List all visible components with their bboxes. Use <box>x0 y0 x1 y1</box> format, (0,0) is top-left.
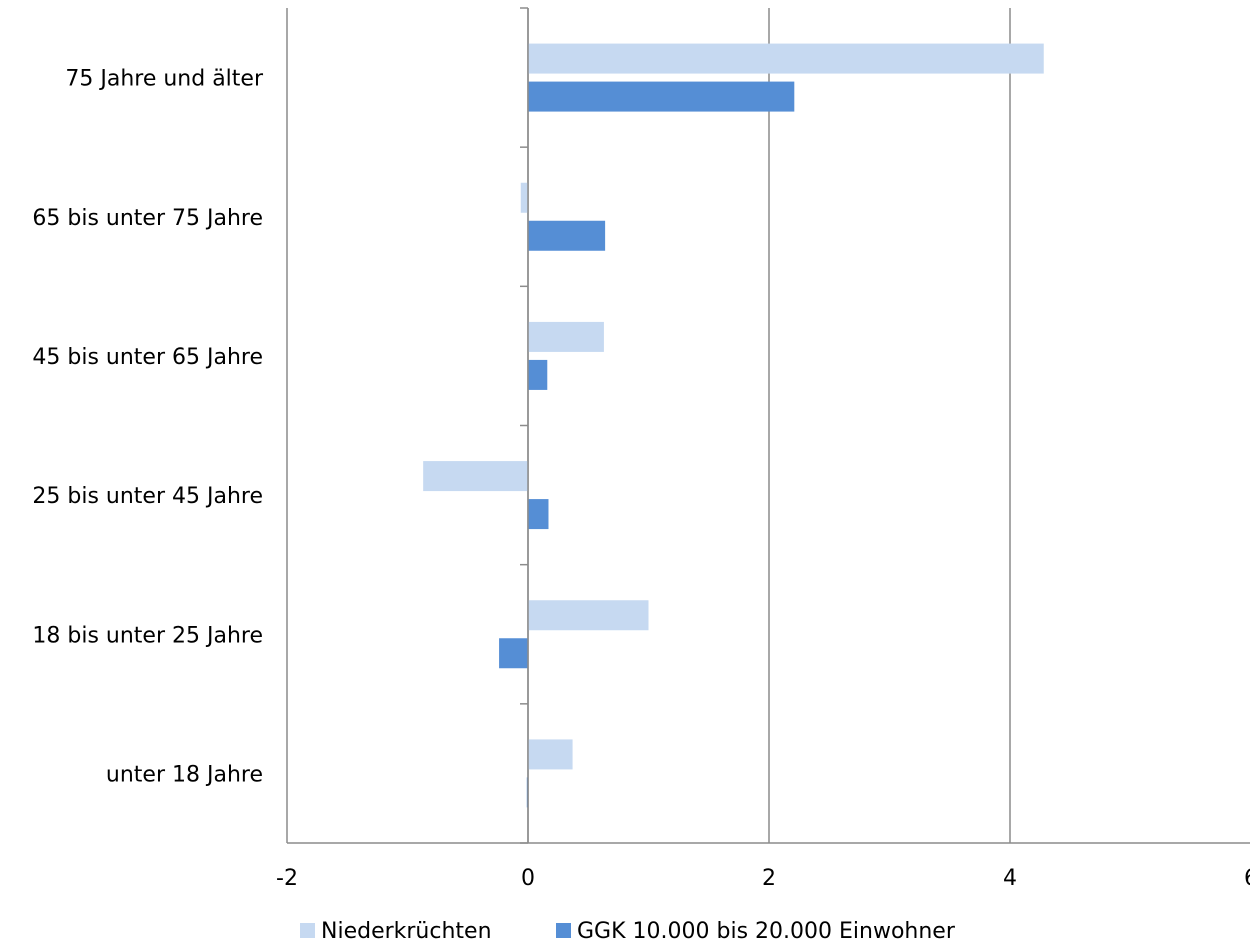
bar <box>528 359 548 390</box>
y-category-label: 65 bis unter 75 Jahre <box>32 206 263 231</box>
bar <box>520 182 528 213</box>
bar <box>528 81 795 112</box>
bar <box>528 220 606 251</box>
legend-label: GGK 10.000 bis 20.000 Einwohner <box>577 919 956 944</box>
axes <box>287 7 1250 844</box>
y-category-label: 18 bis unter 25 Jahre <box>32 623 263 648</box>
x-tick-label: 4 <box>1003 866 1017 891</box>
x-tick-label: 0 <box>521 866 535 891</box>
x-tick-label: 6 <box>1244 866 1250 891</box>
bar <box>528 739 573 770</box>
bars <box>423 43 1044 808</box>
bar <box>528 600 649 631</box>
x-tick-label: -2 <box>276 866 298 891</box>
bar <box>499 638 528 669</box>
y-category-label: unter 18 Jahre <box>106 762 263 787</box>
legend-swatch <box>556 923 571 938</box>
y-category-label: 75 Jahre und älter <box>65 67 264 92</box>
y-category-label: 45 bis unter 65 Jahre <box>32 345 263 370</box>
bar <box>423 461 528 492</box>
y-category-label: 25 bis unter 45 Jahre <box>32 484 263 509</box>
axis-labels: -2 0 2 4 6 75 Jahre und älter 65 bis unter 75 … <box>32 67 1250 891</box>
legend: Niederkrüchten GGK 10.000 bis 20.000 Einw… <box>300 919 956 944</box>
gridlines <box>286 8 1011 843</box>
legend-label: Niederkrüchten <box>321 919 492 944</box>
bar <box>528 499 549 530</box>
x-tick-label: 2 <box>762 866 776 891</box>
legend-swatch <box>300 923 315 938</box>
bar <box>528 43 1044 74</box>
bar <box>528 321 604 352</box>
